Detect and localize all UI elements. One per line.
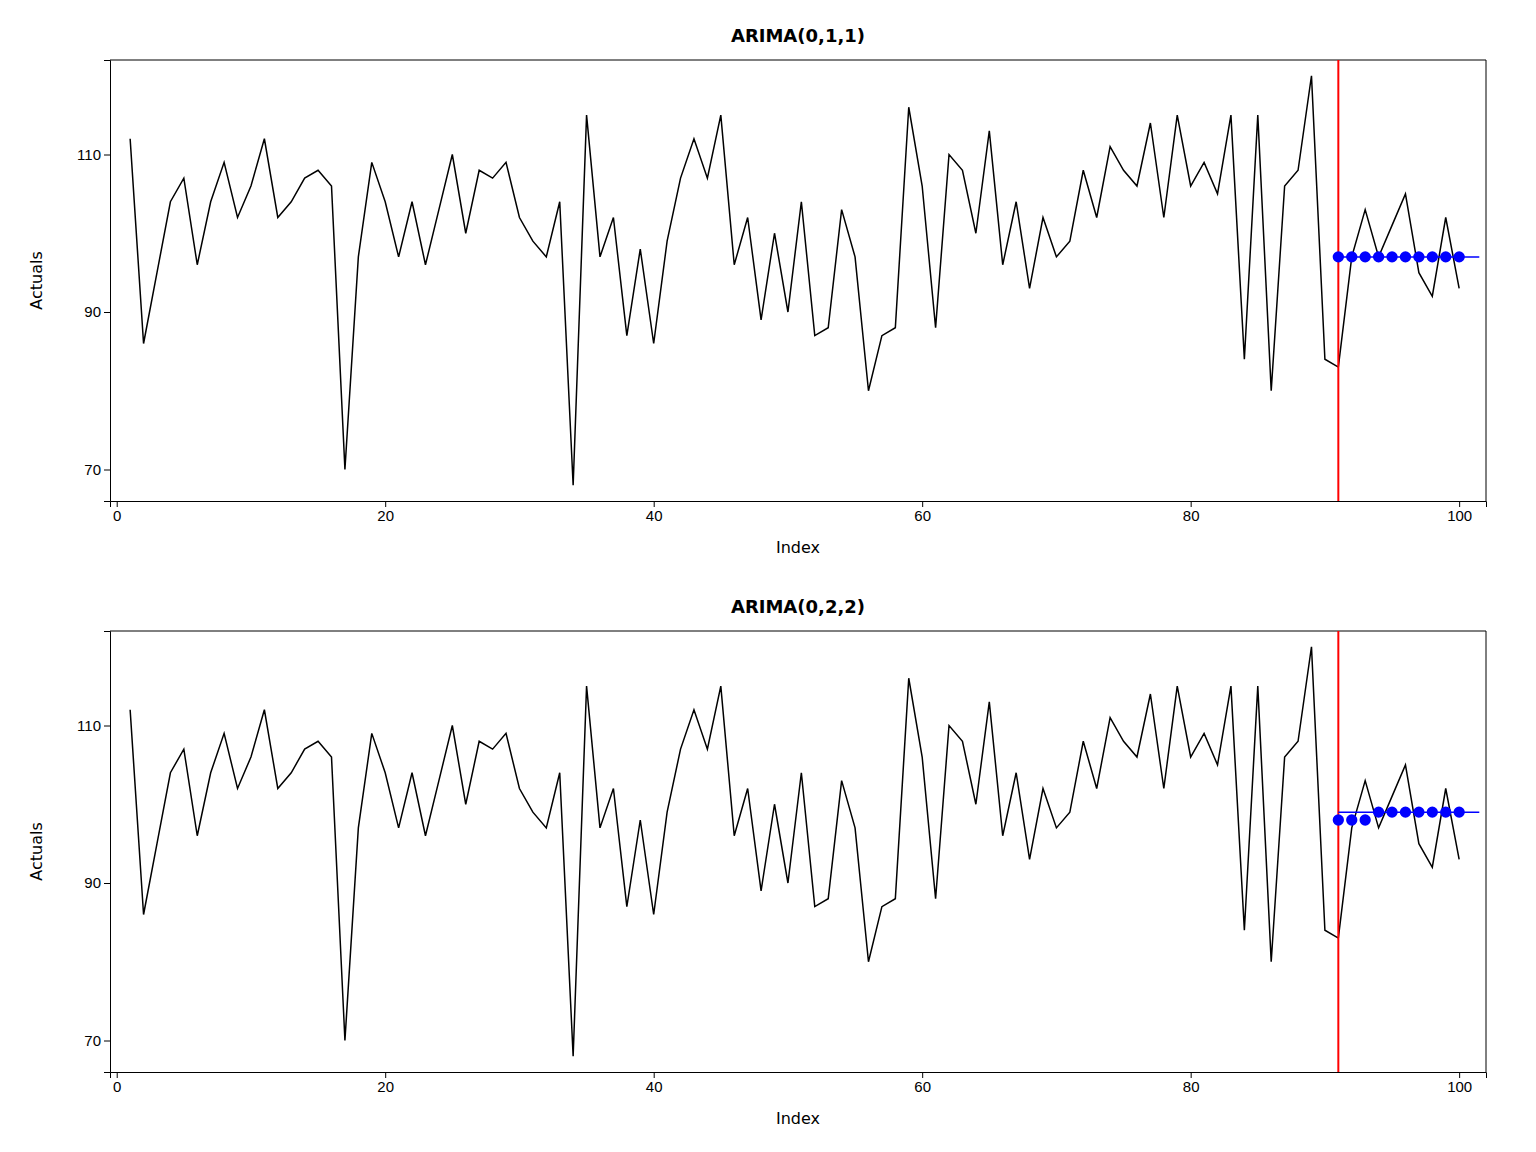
x-tick-label: 40 bbox=[646, 507, 663, 524]
x-axis-title: Index bbox=[776, 538, 820, 557]
x-tick-label: 60 bbox=[914, 1078, 931, 1095]
x-tick-label: 100 bbox=[1447, 1078, 1472, 1095]
forecast-point bbox=[1400, 251, 1411, 262]
y-tick-mark bbox=[104, 726, 110, 727]
y-tick-label: 90 bbox=[84, 874, 101, 891]
y-tick-label: 110 bbox=[77, 146, 101, 163]
y-tick-mark bbox=[104, 470, 110, 471]
frame-top bbox=[110, 60, 1486, 61]
y-axis-title: Actuals bbox=[27, 822, 46, 880]
x-tick-label: 100 bbox=[1447, 507, 1472, 524]
x-tick: 40 bbox=[646, 501, 663, 524]
x-tick: 20 bbox=[377, 1072, 394, 1095]
x-tick-label: 0 bbox=[113, 507, 121, 524]
y-axis-line bbox=[104, 61, 111, 502]
plot-area bbox=[130, 60, 1479, 501]
x-axis-title: Index bbox=[776, 1109, 820, 1128]
forecast-point bbox=[1454, 806, 1465, 817]
y-tick: 90 bbox=[84, 303, 110, 320]
frame-right bbox=[1486, 60, 1487, 501]
forecast-point bbox=[1373, 251, 1384, 262]
x-tick: 60 bbox=[914, 1072, 931, 1095]
chart-svg: 0 20 40 60 80 100 70 90 110 ARIMA(0,1,1) Index Actu… bbox=[0, 0, 1536, 1152]
x-axis-line bbox=[111, 1073, 1487, 1079]
y-tick: 110 bbox=[77, 146, 110, 163]
forecast-point bbox=[1333, 814, 1344, 825]
forecast-point bbox=[1386, 251, 1397, 262]
x-tick-label: 20 bbox=[377, 507, 394, 524]
y-tick: 110 bbox=[77, 717, 110, 734]
y-tick-label: 110 bbox=[77, 717, 101, 734]
series-line bbox=[130, 76, 1459, 486]
x-tick-label: 0 bbox=[113, 1078, 121, 1095]
vertical-line bbox=[1337, 60, 1339, 501]
y-tick: 70 bbox=[84, 1032, 110, 1049]
forecast-point bbox=[1440, 806, 1451, 817]
x-tick: 80 bbox=[1183, 1072, 1200, 1095]
series-line bbox=[130, 647, 1459, 1057]
panel: 0 20 40 60 80 100 70 90 110 ARIMA(0,1,1) Index Actu… bbox=[27, 25, 1487, 557]
frame-top bbox=[110, 631, 1486, 632]
y-tick: 90 bbox=[84, 874, 110, 891]
chart-title: ARIMA(0,1,1) bbox=[731, 25, 865, 46]
x-axis-line bbox=[111, 502, 1487, 508]
y-tick-label: 90 bbox=[84, 303, 101, 320]
x-axis: 0 20 40 60 80 100 bbox=[111, 1072, 1487, 1095]
x-tick: 100 bbox=[1447, 501, 1472, 524]
y-tick-mark bbox=[104, 1041, 110, 1042]
x-tick-label: 40 bbox=[646, 1078, 663, 1095]
y-axis-title: Actuals bbox=[27, 251, 46, 309]
forecast-point bbox=[1427, 251, 1438, 262]
forecast-point bbox=[1373, 806, 1384, 817]
frame-right bbox=[1486, 631, 1487, 1072]
x-tick: 100 bbox=[1447, 1072, 1472, 1095]
forecast-point bbox=[1440, 251, 1451, 262]
y-tick-label: 70 bbox=[84, 1032, 101, 1049]
x-tick-label: 80 bbox=[1183, 507, 1200, 524]
plot-area bbox=[130, 631, 1479, 1072]
forecast-point bbox=[1454, 251, 1465, 262]
x-tick: 40 bbox=[646, 1072, 663, 1095]
x-tick-label: 20 bbox=[377, 1078, 394, 1095]
x-tick-label: 80 bbox=[1183, 1078, 1200, 1095]
forecast-point bbox=[1360, 814, 1371, 825]
forecast-point bbox=[1333, 251, 1344, 262]
x-tick: 0 bbox=[113, 1072, 121, 1095]
x-tick: 80 bbox=[1183, 501, 1200, 524]
forecast-point bbox=[1427, 806, 1438, 817]
y-axis-line bbox=[104, 632, 111, 1073]
x-tick: 60 bbox=[914, 501, 931, 524]
x-tick-label: 60 bbox=[914, 507, 931, 524]
chart-title: ARIMA(0,2,2) bbox=[731, 596, 865, 617]
forecast-point bbox=[1386, 806, 1397, 817]
vertical-line bbox=[1337, 631, 1339, 1072]
forecast-point bbox=[1360, 251, 1371, 262]
forecast-point bbox=[1346, 251, 1357, 262]
y-tick-mark bbox=[104, 312, 110, 313]
y-tick-mark bbox=[104, 155, 110, 156]
forecast-point bbox=[1346, 814, 1357, 825]
x-tick: 0 bbox=[113, 501, 121, 524]
forecast-point bbox=[1400, 806, 1411, 817]
forecast-point bbox=[1413, 806, 1424, 817]
panel: 0 20 40 60 80 100 70 90 110 ARIMA(0,2,2) Index Actu… bbox=[27, 596, 1487, 1128]
y-tick-mark bbox=[104, 883, 110, 884]
x-axis: 0 20 40 60 80 100 bbox=[111, 501, 1487, 524]
forecast-point bbox=[1413, 251, 1424, 262]
y-axis: 70 90 110 bbox=[77, 632, 110, 1073]
y-axis: 70 90 110 bbox=[77, 61, 110, 502]
x-tick: 20 bbox=[377, 501, 394, 524]
y-tick-label: 70 bbox=[84, 461, 101, 478]
y-tick: 70 bbox=[84, 461, 110, 478]
